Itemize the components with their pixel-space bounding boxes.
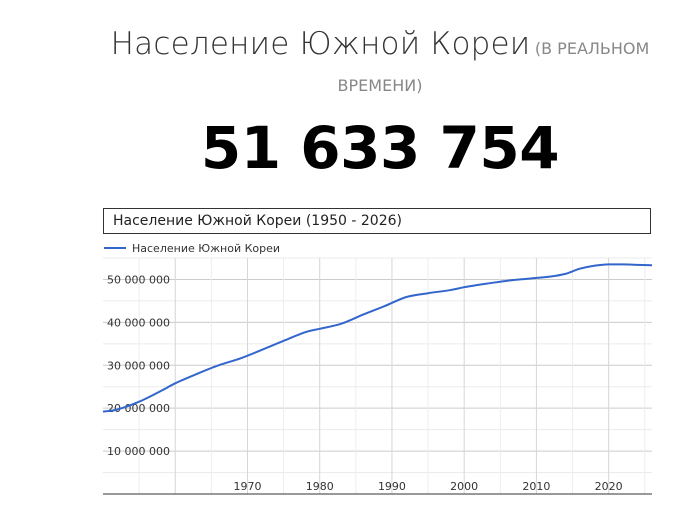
chart-title-box: Население Южной Кореи (1950 - 2026) bbox=[103, 208, 651, 234]
population-counter: 51 633 754 bbox=[200, 114, 560, 182]
page-subtitle-part1: (В РЕАЛЬНОМ bbox=[534, 39, 650, 58]
chart-title: Население Южной Кореи (1950 - 2026) bbox=[113, 213, 402, 229]
y-tick-label: 40 000 000 bbox=[107, 316, 170, 329]
page-subtitle-part2: ВРЕМЕНИ) bbox=[337, 76, 423, 95]
series-line-population bbox=[102, 263, 653, 413]
chart-legend: Население Южной Кореи bbox=[104, 242, 280, 255]
x-tick-label: 2000 bbox=[450, 480, 478, 493]
page-title: Население Южной Кореи bbox=[110, 26, 531, 62]
y-axis-ticks: 10 000 000 20 000 000 30 000 000 40 000 000… bbox=[107, 273, 170, 458]
page-heading: Население Южной Кореи (В РЕАЛЬНОМ ВРЕМЕН… bbox=[100, 18, 660, 100]
y-tick-label: 50 000 000 bbox=[107, 273, 170, 286]
x-tick-label: 1970 bbox=[233, 480, 261, 493]
x-tick-label: 2020 bbox=[595, 480, 623, 493]
legend-label: Население Южной Кореи bbox=[132, 242, 280, 255]
x-tick-label: 1990 bbox=[378, 480, 406, 493]
y-tick-label: 20 000 000 bbox=[107, 402, 170, 415]
y-tick-label: 10 000 000 bbox=[107, 445, 170, 458]
y-tick-label: 30 000 000 bbox=[107, 359, 170, 372]
x-tick-label: 1980 bbox=[306, 480, 334, 493]
chart-grid bbox=[103, 257, 652, 494]
x-axis-ticks: 1970 1980 1990 2000 2010 2020 bbox=[233, 480, 622, 493]
x-tick-label: 2010 bbox=[522, 480, 550, 493]
